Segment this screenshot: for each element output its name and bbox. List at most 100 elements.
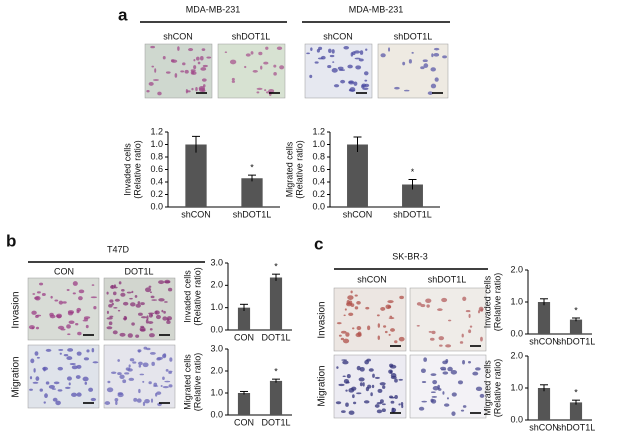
bar [269,380,283,415]
cell [390,370,393,374]
cell [154,310,160,315]
cell [258,51,263,56]
cell [377,388,383,393]
cell [76,307,82,312]
cell [90,296,98,299]
cell [377,323,381,328]
cell [128,364,131,368]
cell [345,402,349,407]
cell [45,348,52,352]
cell [164,301,168,303]
cell [117,392,124,396]
cell [344,308,347,311]
x-tick-label: shCON [181,209,211,219]
cell [126,291,132,294]
cell [430,391,436,394]
bar [537,388,551,420]
cell [343,46,350,50]
cell [77,331,82,336]
cell [423,357,427,362]
cell [433,52,440,57]
cell [107,380,111,384]
cell [356,392,362,395]
cell [468,361,471,364]
cell [358,377,365,382]
image-column-label: shCON [163,31,193,41]
cell [478,306,484,312]
cell [28,325,35,330]
cell [353,81,358,86]
y-tick-label: 0.8 [150,151,163,161]
cell [75,375,81,379]
cell [32,293,36,295]
cell [430,398,434,403]
cell [106,317,113,320]
cell [477,310,480,314]
cell [156,391,162,395]
cell [153,385,159,387]
cell [148,285,152,288]
significance-mark: * [574,305,578,315]
cell [420,303,426,308]
y-tick-label: 3.0 [210,343,223,353]
y-tick-label: 0.0 [510,414,523,424]
cell [431,395,438,398]
cell [113,306,118,309]
cell [333,84,340,88]
row-label: Invasion [11,291,22,328]
cell [91,284,95,286]
y-axis-label: Migrated cells [284,141,294,197]
cell [57,366,63,371]
cell [349,89,356,92]
cell [418,406,425,411]
y-tick-label: 1.0 [150,139,163,149]
cell [348,410,355,415]
cell [109,315,114,318]
cell [93,306,97,310]
cell [104,401,111,405]
cell [432,385,439,391]
x-tick-label: shDOT1L [393,209,432,219]
cell [33,368,36,373]
cell [69,311,74,314]
cell [166,320,171,325]
cell [198,86,206,91]
cell [158,298,165,302]
cell [361,84,365,89]
y-tick-label: 1.0 [210,302,223,312]
cell [82,319,89,322]
cell [76,351,82,356]
cell [86,349,90,353]
cell [67,333,71,336]
cell [431,330,436,335]
y-tick-label: 0.2 [312,189,325,199]
cell [125,367,131,371]
cell [122,301,129,306]
cell [111,371,117,375]
x-tick-label: DOT1L [261,332,290,342]
cell [359,366,365,372]
cell [124,372,130,375]
cell [363,400,370,404]
cell [58,300,64,305]
cell [53,381,60,385]
y-axis-label: (Relative ratio) [492,359,502,418]
cell [139,326,146,332]
cell [106,387,114,393]
cell [148,81,154,86]
cell [276,46,283,50]
cell [64,386,71,389]
cell [442,371,449,375]
cell [142,401,146,406]
cell [157,91,162,96]
cell [381,408,386,413]
x-tick-label: shCON [529,336,559,346]
cell [480,336,483,342]
cell [353,401,357,405]
image-column-label: shDOT1L [232,31,271,41]
cell [58,349,64,351]
cell [352,394,355,399]
cell [331,49,335,54]
image-column-label: DOT1L [124,266,153,276]
cell [111,284,114,289]
